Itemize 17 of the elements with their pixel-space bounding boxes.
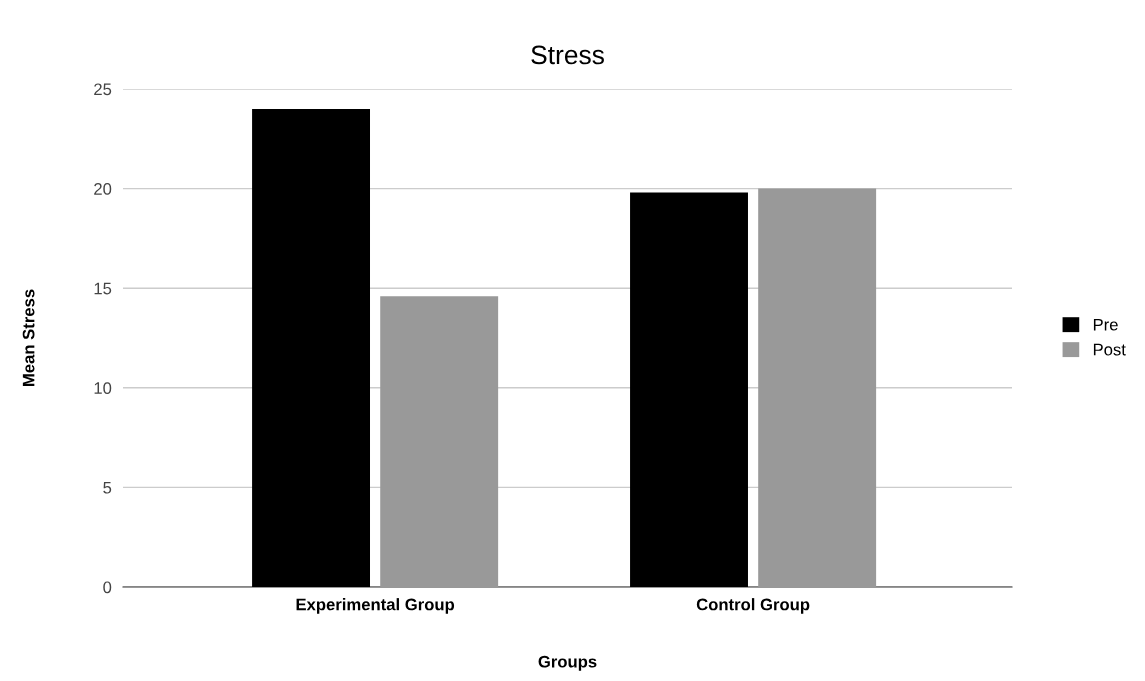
x-axis-title: Groups <box>538 655 597 671</box>
y-tick-label: 10 <box>94 382 112 394</box>
y-tick-label: 0 <box>103 581 112 594</box>
x-tick-label: Experimental Group <box>296 598 455 614</box>
bar <box>252 108 371 587</box>
bar <box>758 188 877 587</box>
chart-title: Stress <box>531 45 604 65</box>
bar <box>630 192 748 587</box>
legend-label: Pre <box>1093 318 1118 331</box>
y-tick-label: 25 <box>94 83 112 96</box>
y-tick-label: 20 <box>94 183 112 195</box>
bar <box>380 296 499 587</box>
y-tick-label: 5 <box>103 481 112 494</box>
y-axis-title: Mean Stress <box>22 289 35 386</box>
x-tick-label: Control Group <box>696 598 810 614</box>
y-tick-label: 15 <box>94 282 112 295</box>
legend-label: Post <box>1093 343 1126 356</box>
